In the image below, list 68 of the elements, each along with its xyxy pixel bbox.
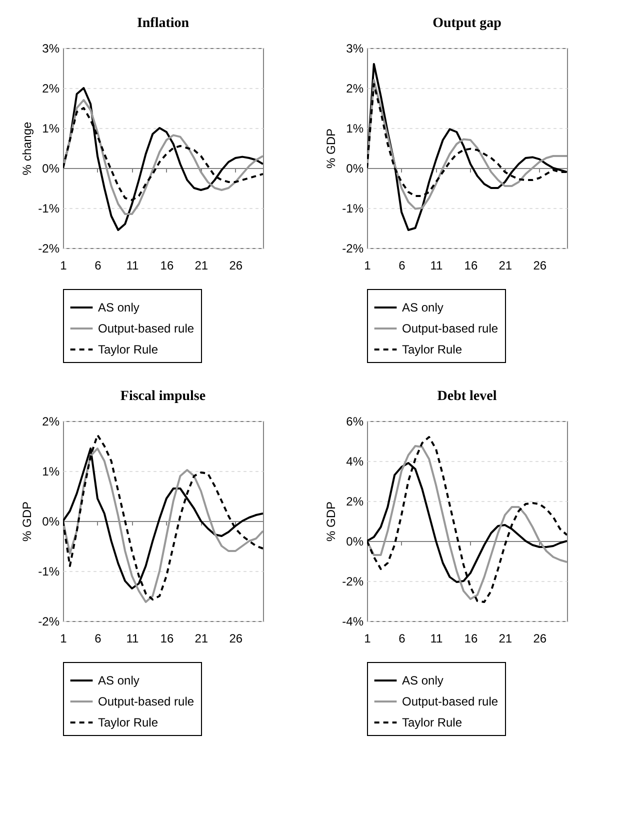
x-tick-label: 21: [194, 632, 208, 646]
legend-label: Output-based rule: [98, 322, 194, 336]
y-tick-label: -1%: [38, 564, 60, 578]
x-tick-label: 21: [194, 258, 208, 272]
legend-label: AS only: [402, 674, 444, 688]
x-tick-label: 11: [126, 258, 140, 272]
x-tick-label: 26: [533, 258, 547, 272]
chart-title: Fiscal impulse: [120, 389, 206, 404]
y-tick-label: -4%: [342, 614, 364, 628]
y-tick-label: 4%: [346, 454, 364, 468]
y-axis-title: % GDP: [324, 128, 338, 169]
y-tick-label: 6%: [346, 414, 364, 428]
legend-label: AS only: [98, 674, 140, 688]
legend-label: AS only: [98, 300, 140, 314]
line-series: [63, 99, 263, 215]
x-tick-label: 6: [398, 258, 406, 272]
y-tick-label: 1%: [346, 122, 364, 136]
y-tick-label: 0%: [346, 162, 364, 176]
x-tick-label: 1: [364, 258, 372, 272]
y-tick-label: 3%: [42, 42, 60, 56]
y-tick-label: 0%: [42, 162, 60, 176]
x-tick-label: 21: [498, 632, 512, 646]
x-tick-label: 16: [160, 258, 174, 272]
y-tick-label: -2%: [342, 242, 364, 256]
x-tick-label: 6: [398, 632, 406, 646]
y-tick-label: -2%: [38, 614, 60, 628]
x-tick-label: 6: [94, 632, 102, 646]
y-tick-label: 2%: [346, 494, 364, 508]
x-tick-label: 11: [430, 258, 444, 272]
y-tick-label: 2%: [346, 82, 364, 96]
x-tick-label: 1: [60, 258, 68, 272]
legend-label: Output-based rule: [402, 322, 498, 336]
x-tick-label: 6: [94, 258, 102, 272]
chart-title: Output gap: [432, 16, 502, 31]
legend-label: Taylor Rule: [402, 716, 462, 730]
chart-title: Inflation: [136, 16, 190, 31]
x-tick-label: 26: [533, 632, 547, 646]
x-tick-label: 26: [229, 632, 243, 646]
x-tick-label: 16: [464, 258, 478, 272]
legend-label: AS only: [402, 300, 444, 314]
y-tick-label: 2%: [42, 414, 60, 428]
x-tick-label: 21: [498, 258, 512, 272]
y-tick-label: 2%: [42, 82, 60, 96]
x-tick-label: 1: [364, 632, 372, 646]
y-axis-title: % change: [20, 121, 34, 176]
y-axis-title: % GDP: [324, 501, 338, 542]
legend-label: Taylor Rule: [98, 716, 158, 730]
legend-label: Taylor Rule: [98, 342, 158, 356]
chart-title: Debt level: [437, 389, 497, 404]
y-tick-label: 0%: [346, 534, 364, 548]
x-tick-label: 1: [60, 632, 68, 646]
y-tick-label: -2%: [38, 242, 60, 256]
y-tick-label: -1%: [38, 202, 60, 216]
x-tick-label: 11: [430, 632, 444, 646]
x-tick-label: 26: [229, 258, 243, 272]
y-tick-label: 1%: [42, 464, 60, 478]
y-axis-title: % GDP: [20, 501, 34, 542]
x-tick-label: 16: [464, 632, 478, 646]
y-tick-label: -2%: [342, 574, 364, 588]
y-tick-label: 1%: [42, 122, 60, 136]
x-tick-label: 11: [126, 632, 140, 646]
legend-label: Taylor Rule: [402, 342, 462, 356]
x-tick-label: 16: [160, 632, 174, 646]
legend-label: Output-based rule: [98, 694, 194, 708]
y-tick-label: 0%: [42, 514, 60, 528]
legend-label: Output-based rule: [402, 694, 498, 708]
y-tick-label: 3%: [346, 42, 364, 56]
y-tick-label: -1%: [342, 202, 364, 216]
